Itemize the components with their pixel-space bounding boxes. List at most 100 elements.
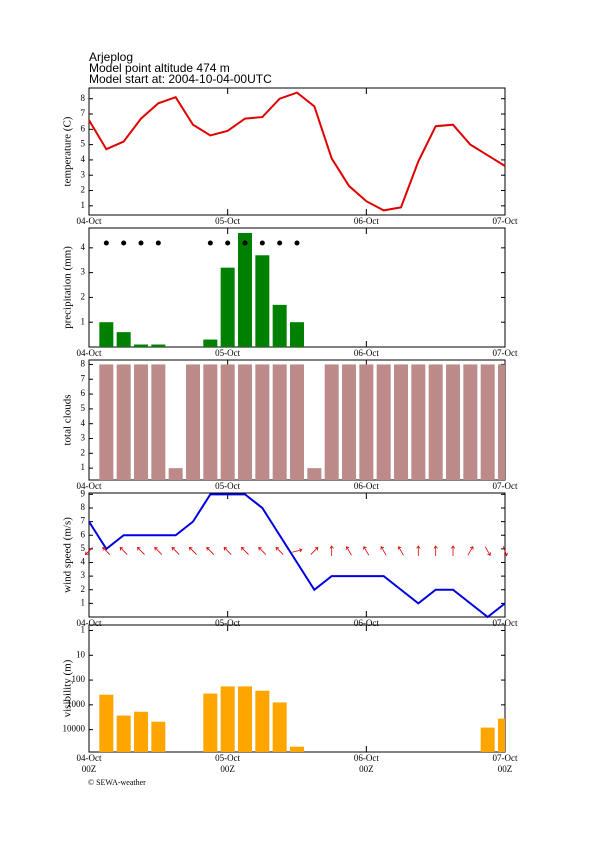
y-axis-label: wind speed (m/s) <box>62 517 74 593</box>
bar <box>324 364 339 480</box>
bar <box>272 364 287 480</box>
y-tick-label: 4 <box>81 154 86 164</box>
bar <box>498 718 505 752</box>
start-time: Model start at: 2004-10-04-00UTC <box>89 72 272 86</box>
bar <box>134 711 148 752</box>
y-tick-label: 4 <box>81 418 86 428</box>
wind-arrow <box>188 546 197 555</box>
x-tick-label: 04-Oct <box>77 753 102 763</box>
x-tick-label: 05-Oct <box>215 753 240 763</box>
bar <box>116 364 131 480</box>
bar <box>463 364 478 480</box>
y-tick-label: 100 <box>72 674 86 684</box>
bar <box>186 364 200 480</box>
wind-arrow <box>502 546 508 557</box>
precip-symbol <box>225 240 231 246</box>
y-tick-label: 4 <box>81 557 86 567</box>
bar <box>151 364 166 480</box>
precip-symbol <box>294 240 300 246</box>
y-tick-label: 2 <box>81 584 86 594</box>
y-axis-label: precipitation (mm) <box>62 246 74 329</box>
x-tick-label: 07-Oct <box>493 481 518 491</box>
bar <box>203 339 218 347</box>
x-tick-label: 05-Oct <box>215 481 240 491</box>
wind-arrow <box>416 545 421 556</box>
bar <box>272 702 287 752</box>
y-axis-label: total clouds <box>62 394 74 445</box>
bar <box>498 364 505 480</box>
precip-symbol <box>155 240 161 246</box>
bar <box>255 255 270 347</box>
precip-symbol <box>259 240 265 246</box>
bar <box>446 364 460 480</box>
bar <box>359 364 374 480</box>
altitude: Model point altitude 474 m <box>89 61 230 75</box>
bar <box>272 304 287 347</box>
wind-arrow <box>119 546 128 555</box>
bar <box>394 364 408 480</box>
bar <box>116 715 131 752</box>
x-tick-label: 04-Oct <box>77 481 102 491</box>
y-tick-label: 1 <box>81 316 86 326</box>
y-tick-label: 2 <box>81 291 86 301</box>
wind-arrow <box>292 548 303 553</box>
wind-arrow <box>467 546 474 556</box>
y-tick-label: 6 <box>81 529 86 539</box>
y-tick-label: 8 <box>81 502 86 512</box>
x-tick-label: 06-Oct <box>354 618 379 628</box>
precip-symbol <box>103 240 109 246</box>
bar <box>480 727 495 752</box>
y-tick-label: 5 <box>81 543 86 553</box>
precip-symbol <box>121 240 127 246</box>
x-tick-label: 04-Oct <box>77 348 102 358</box>
y-tick-label: 6 <box>81 123 86 133</box>
y-tick-label: 2 <box>81 447 86 457</box>
y-tick-label: 5 <box>81 139 86 149</box>
bar <box>255 364 270 480</box>
x-tick-label: 04-Oct <box>77 618 102 628</box>
bar <box>238 364 252 480</box>
wind-arrow <box>171 546 180 555</box>
bar <box>238 686 252 752</box>
y-tick-label: 2 <box>81 185 86 195</box>
y-axis-label: temperature (C) <box>62 116 74 186</box>
bar <box>99 322 114 347</box>
hour-label: 00Z <box>498 764 513 774</box>
bar <box>480 364 495 480</box>
x-tick-label: 07-Oct <box>493 753 518 763</box>
hour-label: 00Z <box>359 764 374 774</box>
y-axis-label: visibility (m) <box>62 659 74 717</box>
x-tick-label: 04-Oct <box>77 216 102 226</box>
wind-arrow <box>345 546 352 556</box>
bar <box>376 364 391 480</box>
wind-arrow <box>484 546 491 556</box>
y-tick-label: 10000 <box>63 724 86 734</box>
wind-arrow <box>84 547 93 556</box>
wind-arrow <box>136 546 145 555</box>
x-tick-label: 06-Oct <box>354 481 379 491</box>
hour-label: 00Z <box>220 764 235 774</box>
bar <box>203 364 218 480</box>
y-tick-label: 3 <box>81 433 86 443</box>
bar <box>238 232 252 347</box>
y-tick-label: 3 <box>81 570 86 580</box>
bar <box>99 694 114 752</box>
bar <box>134 344 148 347</box>
y-tick-label: 1 <box>81 200 86 210</box>
y-tick-label: 8 <box>81 93 86 103</box>
bar <box>307 468 322 480</box>
x-tick-label: 07-Oct <box>493 618 518 628</box>
data-line <box>88 493 506 619</box>
bar <box>411 364 426 480</box>
y-tick-label: 8 <box>81 359 86 369</box>
bar <box>428 364 443 480</box>
bar <box>290 322 304 347</box>
precip-symbol <box>242 240 248 246</box>
y-tick-label: 7 <box>81 373 86 383</box>
wind-arrow <box>240 546 249 555</box>
y-tick-label: 3 <box>81 267 86 277</box>
precip-symbol <box>277 240 283 246</box>
bar <box>255 690 270 752</box>
wind-arrow <box>397 546 404 556</box>
